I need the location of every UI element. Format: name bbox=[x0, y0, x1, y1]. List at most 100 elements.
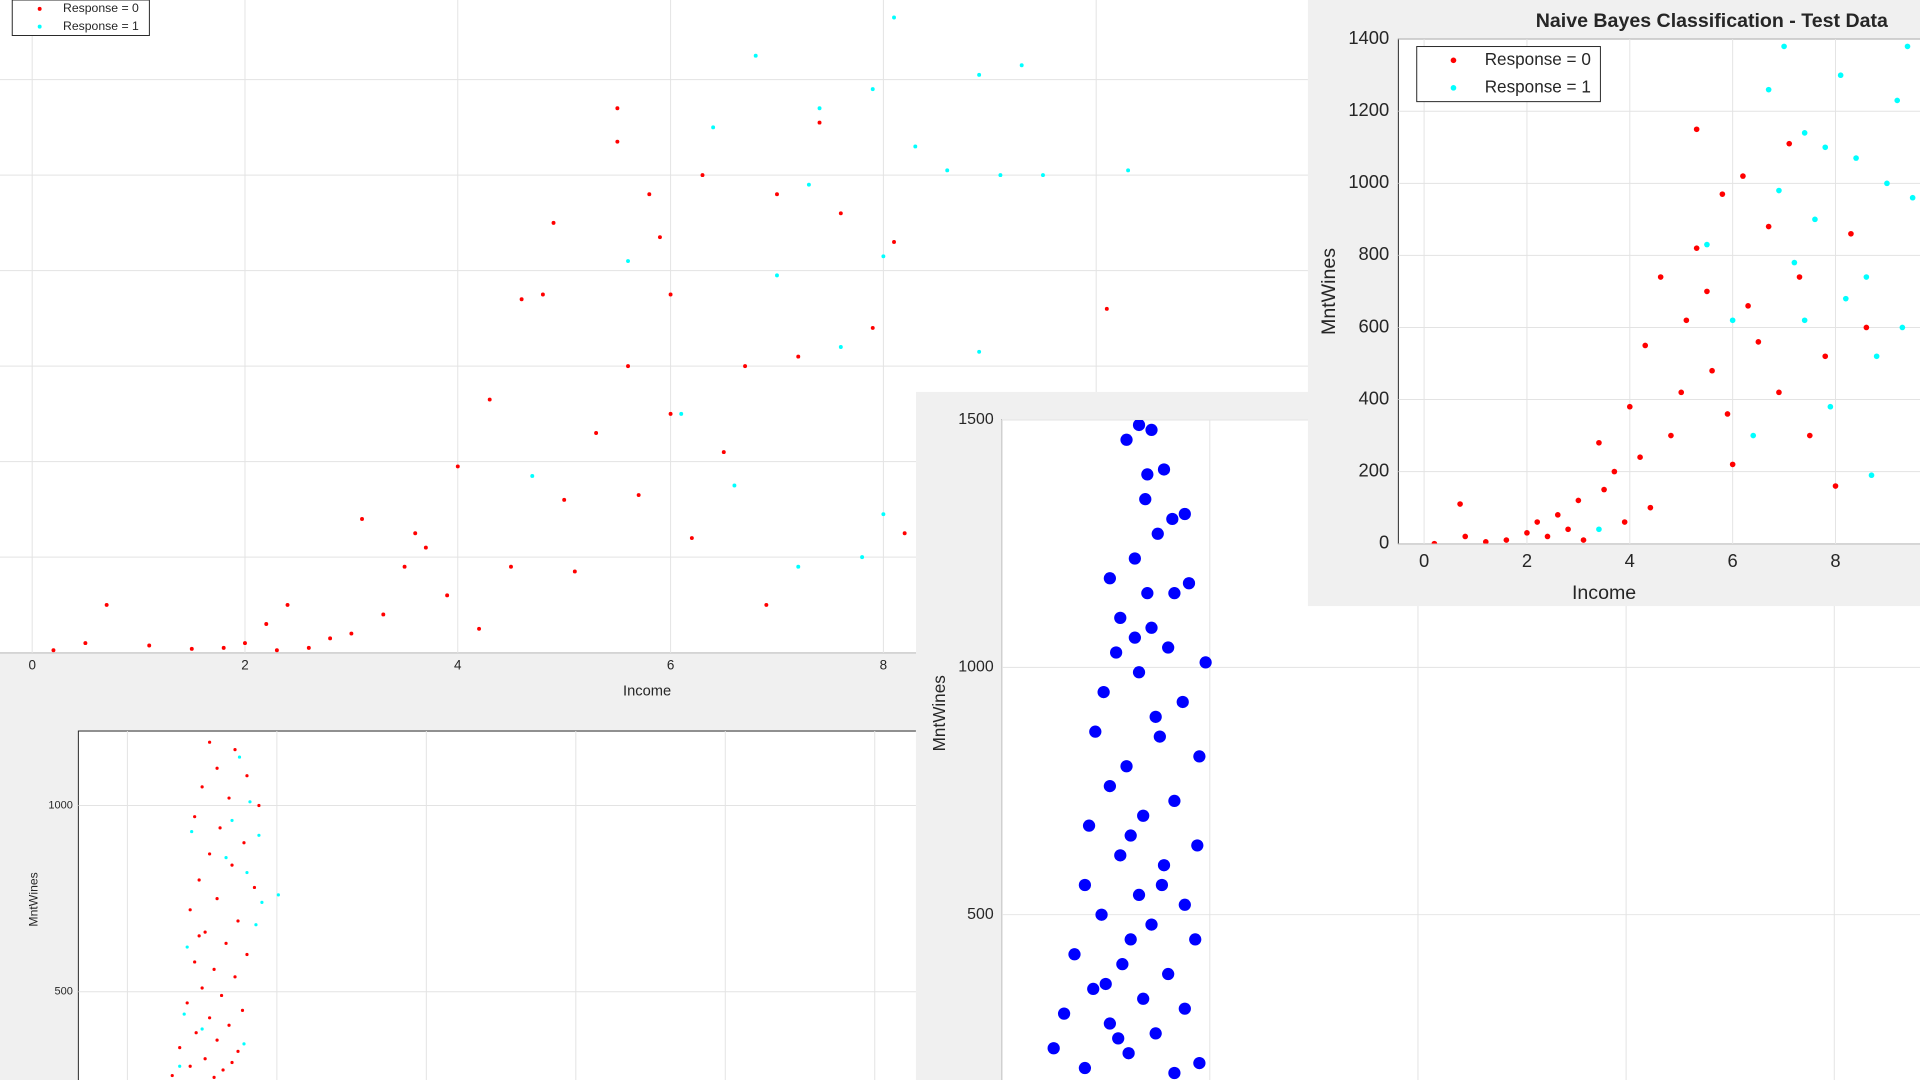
point bbox=[254, 923, 258, 927]
point bbox=[1078, 878, 1092, 892]
point bbox=[230, 1060, 234, 1065]
point bbox=[1068, 948, 1081, 961]
point bbox=[221, 1068, 225, 1072]
point bbox=[572, 569, 577, 574]
point bbox=[679, 411, 684, 416]
point bbox=[487, 397, 492, 402]
point bbox=[1827, 403, 1834, 410]
point bbox=[1683, 317, 1690, 324]
point bbox=[1750, 432, 1757, 439]
point bbox=[1755, 339, 1762, 345]
point bbox=[1132, 666, 1146, 679]
point bbox=[200, 986, 204, 990]
point bbox=[240, 1008, 245, 1012]
point bbox=[1822, 144, 1829, 151]
point bbox=[245, 952, 249, 957]
point bbox=[203, 930, 207, 934]
point bbox=[796, 564, 801, 569]
point bbox=[328, 636, 333, 641]
point bbox=[455, 464, 460, 469]
y-tick-label: 1500 bbox=[958, 411, 994, 428]
point bbox=[700, 173, 705, 178]
point bbox=[1191, 839, 1204, 852]
point bbox=[178, 1064, 182, 1068]
point bbox=[218, 826, 222, 830]
point bbox=[257, 833, 261, 837]
point bbox=[626, 364, 630, 369]
point bbox=[1482, 539, 1489, 544]
point bbox=[1765, 86, 1772, 93]
point bbox=[147, 643, 152, 648]
point bbox=[689, 536, 694, 540]
point bbox=[215, 1038, 219, 1042]
point bbox=[1580, 537, 1587, 543]
point bbox=[1132, 888, 1146, 902]
point bbox=[562, 497, 567, 502]
point bbox=[1162, 641, 1175, 654]
x-tick-label: 6 bbox=[1728, 550, 1738, 571]
point bbox=[477, 626, 482, 631]
point bbox=[1168, 1066, 1181, 1080]
point bbox=[711, 125, 716, 130]
x-tick-label: 2 bbox=[241, 658, 248, 673]
point bbox=[194, 1031, 198, 1035]
point bbox=[1103, 779, 1116, 793]
point bbox=[1822, 353, 1829, 360]
point bbox=[1637, 454, 1643, 461]
x-tick-label: 0 bbox=[28, 658, 35, 673]
point bbox=[170, 1073, 174, 1078]
point bbox=[1801, 317, 1808, 324]
point bbox=[1909, 194, 1916, 201]
point bbox=[1462, 533, 1469, 540]
legend-marker bbox=[1450, 57, 1457, 64]
point bbox=[1128, 631, 1141, 644]
point bbox=[530, 474, 535, 478]
point bbox=[1112, 1032, 1125, 1045]
point bbox=[1724, 411, 1731, 417]
point bbox=[1182, 577, 1196, 590]
point bbox=[215, 766, 219, 770]
point bbox=[1099, 977, 1112, 991]
point bbox=[200, 785, 204, 789]
point bbox=[1626, 403, 1633, 410]
y-tick-label: 1200 bbox=[1348, 99, 1389, 120]
figure-window: 500 1000 MntWines bbox=[0, 713, 916, 1080]
point bbox=[402, 564, 407, 569]
y-tick-label: 500 bbox=[967, 906, 994, 923]
point bbox=[1178, 507, 1191, 521]
point bbox=[1796, 274, 1803, 280]
point bbox=[1078, 1061, 1092, 1075]
point bbox=[215, 897, 219, 901]
point bbox=[1114, 611, 1127, 624]
point bbox=[1776, 389, 1782, 396]
point bbox=[1126, 168, 1131, 173]
points bbox=[170, 740, 280, 1079]
point bbox=[1842, 295, 1849, 302]
point bbox=[1832, 483, 1839, 489]
point bbox=[1103, 572, 1116, 585]
point bbox=[185, 945, 189, 949]
point bbox=[233, 748, 237, 752]
chart-title: Naive Bayes Classification - Test Data bbox=[1536, 10, 1889, 32]
y-tick-label: 1400 bbox=[1348, 27, 1389, 48]
point bbox=[1149, 1027, 1162, 1040]
point bbox=[185, 1001, 189, 1005]
point bbox=[551, 220, 556, 225]
point bbox=[230, 818, 234, 822]
point bbox=[1095, 908, 1108, 921]
point bbox=[1137, 809, 1150, 822]
legend-label: Response = 1 bbox=[1485, 76, 1591, 96]
point bbox=[657, 235, 662, 240]
point bbox=[423, 545, 428, 550]
y-tick-label: 0 bbox=[1379, 532, 1389, 553]
y-axis-label: MntWines bbox=[27, 872, 41, 926]
plot-area bbox=[77, 730, 916, 1080]
point bbox=[1168, 794, 1181, 808]
point bbox=[902, 531, 907, 536]
point bbox=[775, 192, 779, 197]
point bbox=[245, 870, 249, 875]
point bbox=[615, 106, 620, 111]
point bbox=[227, 1023, 231, 1027]
point bbox=[243, 641, 247, 646]
point bbox=[796, 354, 801, 359]
